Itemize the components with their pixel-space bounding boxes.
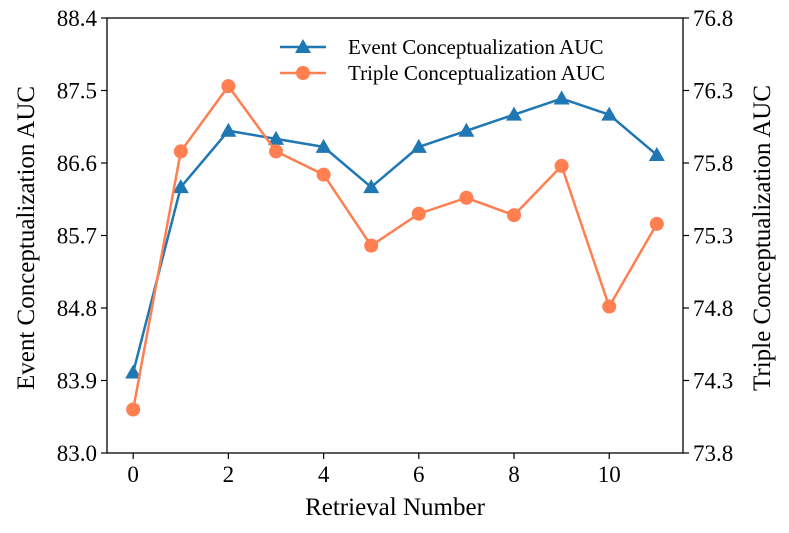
data-point-event [315,138,332,153]
x-tick-label: 0 [127,462,139,487]
left-y-tick-label: 86.6 [57,151,97,176]
right-y-tick-label: 76.3 [693,79,733,104]
legend-label-triple: Triple Conceptualization AUC [348,61,605,85]
legend-marker-triple [296,66,310,80]
data-point-triple [459,190,474,205]
data-point-event [363,179,380,194]
left-y-axis-label: Event Conceptualization AUC [13,86,40,390]
left-y-tick-label: 87.5 [57,79,97,104]
data-point-triple [411,206,426,221]
x-tick-label: 6 [413,462,425,487]
data-point-event [125,364,142,379]
x-tick-label: 10 [598,462,621,487]
right-y-tick-label: 74.3 [693,369,733,394]
x-tick-label: 4 [318,462,330,487]
data-point-triple [173,144,188,159]
x-axis: 0 2 4 6 8 10 [127,453,621,487]
left-y-tick-label: 84.8 [57,296,97,321]
data-point-event [410,138,427,153]
right-y-tick-label: 74.8 [693,296,733,321]
right-y-axis-label: Triple Conceptualization AUC [749,85,776,391]
data-point-event [458,122,475,137]
series-line-triple [131,84,658,410]
data-point-event [506,106,523,121]
data-point-triple [316,167,331,182]
data-point-event [648,146,665,161]
data-point-event [172,179,189,194]
series-line-event [131,97,658,373]
right-y-tick-label: 75.3 [693,224,733,249]
right-y-tick-label: 76.8 [693,6,733,31]
data-point-triple [364,238,379,253]
data-point-triple [602,299,617,314]
data-point-event [601,106,618,121]
data-point-triple [268,144,283,159]
series-layer [125,79,665,417]
legend-label-event: Event Conceptualization AUC [348,35,603,59]
data-point-event [267,130,284,145]
data-point-triple [507,208,522,223]
data-point-triple [221,79,236,94]
data-point-triple [554,158,569,173]
x-tick-label: 8 [508,462,520,487]
right-y-tick-label: 73.8 [693,441,733,466]
left-y-tick-label: 88.4 [57,6,98,31]
data-point-event [220,122,237,137]
legend-marker-event [295,39,311,53]
x-tick-label: 2 [223,462,235,487]
legend: Event Conceptualization AUC Triple Conce… [280,35,605,85]
left-y-tick-label: 85.7 [57,224,97,249]
y-axis-left: 83.0 83.9 84.8 85.7 86.6 87.5 88.4 [57,6,107,466]
left-y-tick-label: 83.0 [57,441,97,466]
x-axis-label: Retrieval Number [305,494,485,521]
right-y-tick-label: 75.8 [693,151,733,176]
data-point-triple [649,216,664,231]
left-y-tick-label: 83.9 [57,369,97,394]
data-point-triple [126,402,141,417]
data-point-event [553,90,570,105]
y-axis-right: 73.8 74.3 74.8 75.3 75.8 76.3 76.8 [683,6,733,466]
